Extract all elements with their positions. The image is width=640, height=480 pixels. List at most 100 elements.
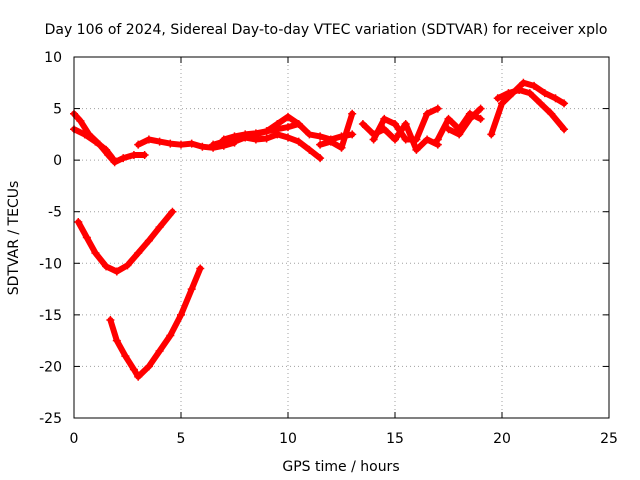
data-point <box>536 99 545 108</box>
data-point <box>187 285 196 294</box>
data-point <box>177 310 185 319</box>
data-point <box>515 86 524 95</box>
data-point <box>433 104 442 113</box>
data-point <box>284 133 292 142</box>
data-point <box>140 150 149 159</box>
data-point <box>433 135 442 144</box>
data-point <box>119 154 128 163</box>
series-line <box>107 265 204 380</box>
data-point <box>476 104 485 113</box>
data-point <box>134 372 143 381</box>
y-tick-label: 5 <box>53 102 62 118</box>
data-point <box>129 150 138 159</box>
data-point <box>493 94 502 103</box>
data-point <box>262 134 271 143</box>
x-axis-label: GPS time / hours <box>282 459 399 475</box>
y-tick-label: 0 <box>53 153 62 169</box>
x-tick-label: 5 <box>177 431 186 447</box>
data-point <box>423 135 432 144</box>
series-track-g <box>316 109 357 152</box>
data-point <box>348 130 357 139</box>
data-point <box>476 114 485 123</box>
data-point <box>423 109 432 118</box>
data-point <box>487 130 496 139</box>
data-point <box>284 123 292 132</box>
series-line <box>445 105 484 138</box>
data-point <box>155 223 164 232</box>
data-point <box>284 112 292 121</box>
x-tick-label: 25 <box>600 431 618 447</box>
data-point <box>465 114 474 123</box>
data-series <box>70 78 569 381</box>
series-track-e <box>209 130 325 163</box>
data-point <box>144 236 153 245</box>
data-point <box>316 132 325 141</box>
data-point <box>134 248 143 257</box>
data-point <box>91 137 100 146</box>
data-point <box>144 362 153 371</box>
data-point <box>348 109 357 118</box>
series-line <box>135 136 238 151</box>
series-track-l <box>487 78 569 139</box>
y-tick-label: -20 <box>39 359 62 375</box>
data-point <box>560 99 569 108</box>
data-point <box>305 145 314 154</box>
series-track-o <box>106 264 205 381</box>
data-point <box>106 316 115 325</box>
data-point <box>102 262 111 271</box>
series-line <box>317 110 356 151</box>
chart-title: Day 106 of 2024, Sidereal Day-to-day VTE… <box>45 22 608 38</box>
data-point <box>76 116 85 125</box>
data-point <box>401 135 410 144</box>
data-point <box>455 130 464 139</box>
data-point <box>129 365 138 374</box>
series-track-k <box>444 104 485 139</box>
data-point <box>230 137 239 146</box>
y-tick-label: -10 <box>39 256 62 272</box>
data-point <box>168 207 177 216</box>
data-point <box>241 133 250 142</box>
y-tick-label: -5 <box>48 205 62 221</box>
data-point <box>391 135 399 144</box>
data-point <box>560 125 569 134</box>
data-point <box>412 145 421 154</box>
data-point <box>121 352 130 361</box>
data-point <box>498 99 506 108</box>
data-point <box>401 120 410 129</box>
data-point <box>380 114 389 123</box>
data-point <box>187 139 196 148</box>
data-point <box>82 233 91 242</box>
data-point <box>337 143 346 152</box>
y-axis-label: SDTVAR / TECUs <box>6 181 22 296</box>
data-point <box>91 248 100 257</box>
data-point <box>391 120 399 129</box>
data-point <box>525 89 534 98</box>
data-point <box>369 135 378 144</box>
data-point <box>316 154 325 163</box>
data-point <box>251 130 260 139</box>
series-track-i <box>369 104 442 144</box>
data-point <box>166 331 175 340</box>
data-point <box>80 130 89 139</box>
data-point <box>547 109 556 118</box>
data-point <box>196 264 205 273</box>
axis-ticks: 0 5 10 15 20 25 -25 -20 -15 -10 -5 0 5 10 <box>39 50 618 447</box>
series-track-b <box>70 125 117 163</box>
data-point <box>444 125 453 134</box>
x-tick-label: 15 <box>386 431 404 447</box>
x-tick-label: 0 <box>70 431 79 447</box>
series-line <box>252 113 356 143</box>
data-point <box>262 127 271 136</box>
y-tick-label: 10 <box>44 50 62 66</box>
data-point <box>412 135 421 144</box>
series-track-c <box>134 135 239 152</box>
series-track-n <box>74 207 177 276</box>
data-point <box>219 137 228 146</box>
series-line <box>75 208 176 275</box>
x-tick-label: 10 <box>279 431 297 447</box>
data-point <box>326 137 335 146</box>
y-tick-label: -15 <box>39 308 62 324</box>
data-point <box>108 154 117 163</box>
data-point <box>123 261 132 270</box>
